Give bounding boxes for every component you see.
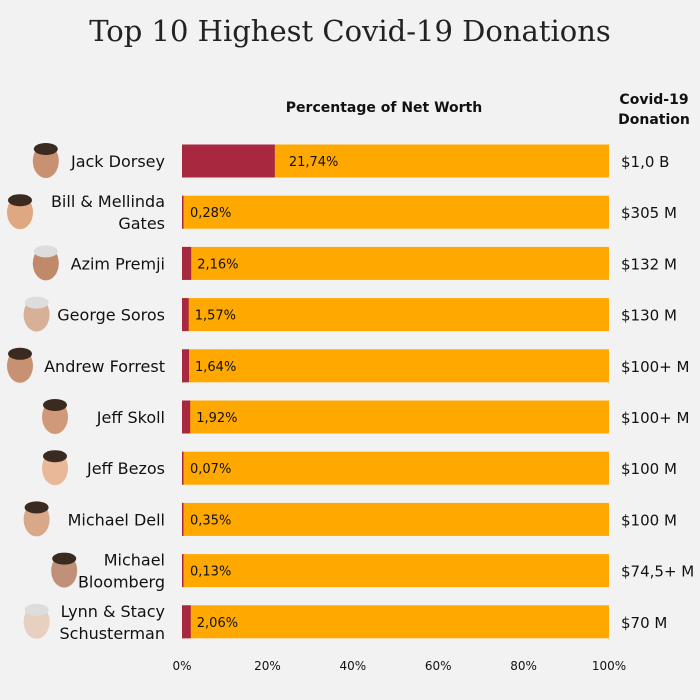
data-label: 1,64%: [195, 360, 236, 375]
x-tick-label: 100%: [592, 659, 626, 673]
person-hair-icon: [43, 450, 67, 463]
person-hair-icon: [43, 399, 67, 411]
category-label: Michael Dell: [68, 510, 165, 529]
person-hair-icon: [24, 603, 49, 616]
person-hair-icon: [24, 296, 49, 309]
bar-remainder: [182, 605, 609, 639]
x-tick-label: 0%: [172, 659, 191, 673]
bar-remainder: [182, 451, 609, 485]
donation-label: $100+ M: [621, 409, 689, 427]
data-label: 1,57%: [195, 309, 236, 324]
bar-remainder: [182, 400, 609, 434]
donation-label: $74,5+ M: [621, 563, 694, 581]
bar-remainder: [182, 246, 609, 280]
bar-remainder: [182, 298, 609, 332]
bar-share: [182, 246, 192, 280]
bar-share: [182, 605, 191, 639]
donation-label: $100+ M: [621, 358, 689, 376]
category-label: Jeff Skoll: [96, 408, 165, 427]
bar-share: [182, 400, 191, 434]
donation-label: $1,0 B: [621, 153, 669, 171]
bar-share: [182, 502, 184, 536]
donation-label: $100 M: [621, 511, 677, 529]
x-axis-label: Percentage of Net Worth: [285, 100, 483, 116]
x-tick-label: 40%: [339, 659, 366, 673]
category-label: Jack Dorsey: [70, 152, 165, 171]
bar-share: [182, 298, 189, 332]
person-hair-icon: [33, 143, 58, 155]
person-hair-icon: [8, 347, 32, 360]
bar-share: [182, 451, 184, 485]
donation-label: $305 M: [621, 204, 677, 222]
category-label: Azim Premji: [71, 254, 165, 273]
data-label: 2,06%: [197, 616, 238, 631]
donation-label: $100 M: [621, 460, 677, 478]
bar-remainder: [182, 195, 609, 229]
category-label: Bill & Mellinda: [51, 192, 165, 211]
data-label: 0,28%: [190, 206, 231, 221]
bar-remainder: [182, 349, 609, 383]
category-label: Jeff Bezos: [86, 459, 165, 478]
bar-share: [182, 349, 190, 383]
bar-share: [182, 195, 184, 229]
x-tick-label: 60%: [425, 659, 452, 673]
bar-remainder: [182, 554, 609, 588]
category-label: Bloomberg: [78, 573, 165, 592]
data-label: 21,74%: [289, 155, 339, 170]
data-label: 0,13%: [190, 565, 231, 580]
person-hair-icon: [24, 501, 49, 514]
donation-label: $130 M: [621, 307, 677, 325]
category-label: Schusterman: [59, 624, 165, 643]
x-tick-label: 20%: [254, 659, 281, 673]
person-hair-icon: [8, 194, 32, 207]
data-label: 0,07%: [190, 462, 231, 477]
x-tick-label: 80%: [510, 659, 537, 673]
data-label: 2,16%: [197, 257, 238, 272]
person-hair-icon: [52, 552, 77, 565]
category-label: Andrew Forrest: [44, 357, 165, 376]
category-label: Gates: [118, 214, 165, 233]
bar-share: [182, 144, 275, 178]
category-label: Lynn & Stacy: [61, 602, 165, 621]
chart-title: Top 10 Highest Covid-19 Donations: [89, 14, 611, 48]
bar-remainder: [182, 502, 609, 536]
data-label: 0,35%: [190, 513, 231, 528]
bar-share: [182, 554, 184, 588]
data-label: 1,92%: [196, 411, 237, 426]
category-label: George Soros: [57, 306, 165, 325]
donation-label: $132 M: [621, 255, 677, 273]
category-label: Michael: [104, 551, 165, 570]
person-hair-icon: [33, 245, 58, 258]
donation-header: Covid-19 Donation: [618, 92, 690, 128]
donation-label: $70 M: [621, 614, 667, 632]
